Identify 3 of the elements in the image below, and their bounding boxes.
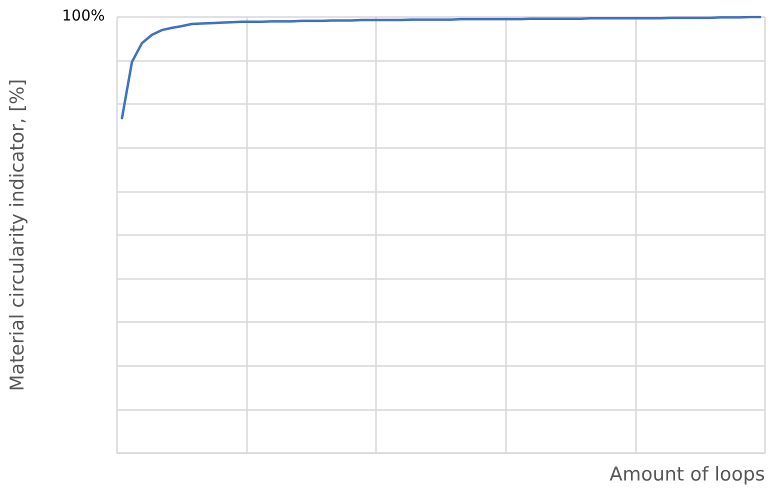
y-axis-title: Material circularity indicator, [%] <box>6 78 28 392</box>
x-axis-title: Amount of loops <box>609 464 765 486</box>
text: 100% <box>62 6 105 24</box>
